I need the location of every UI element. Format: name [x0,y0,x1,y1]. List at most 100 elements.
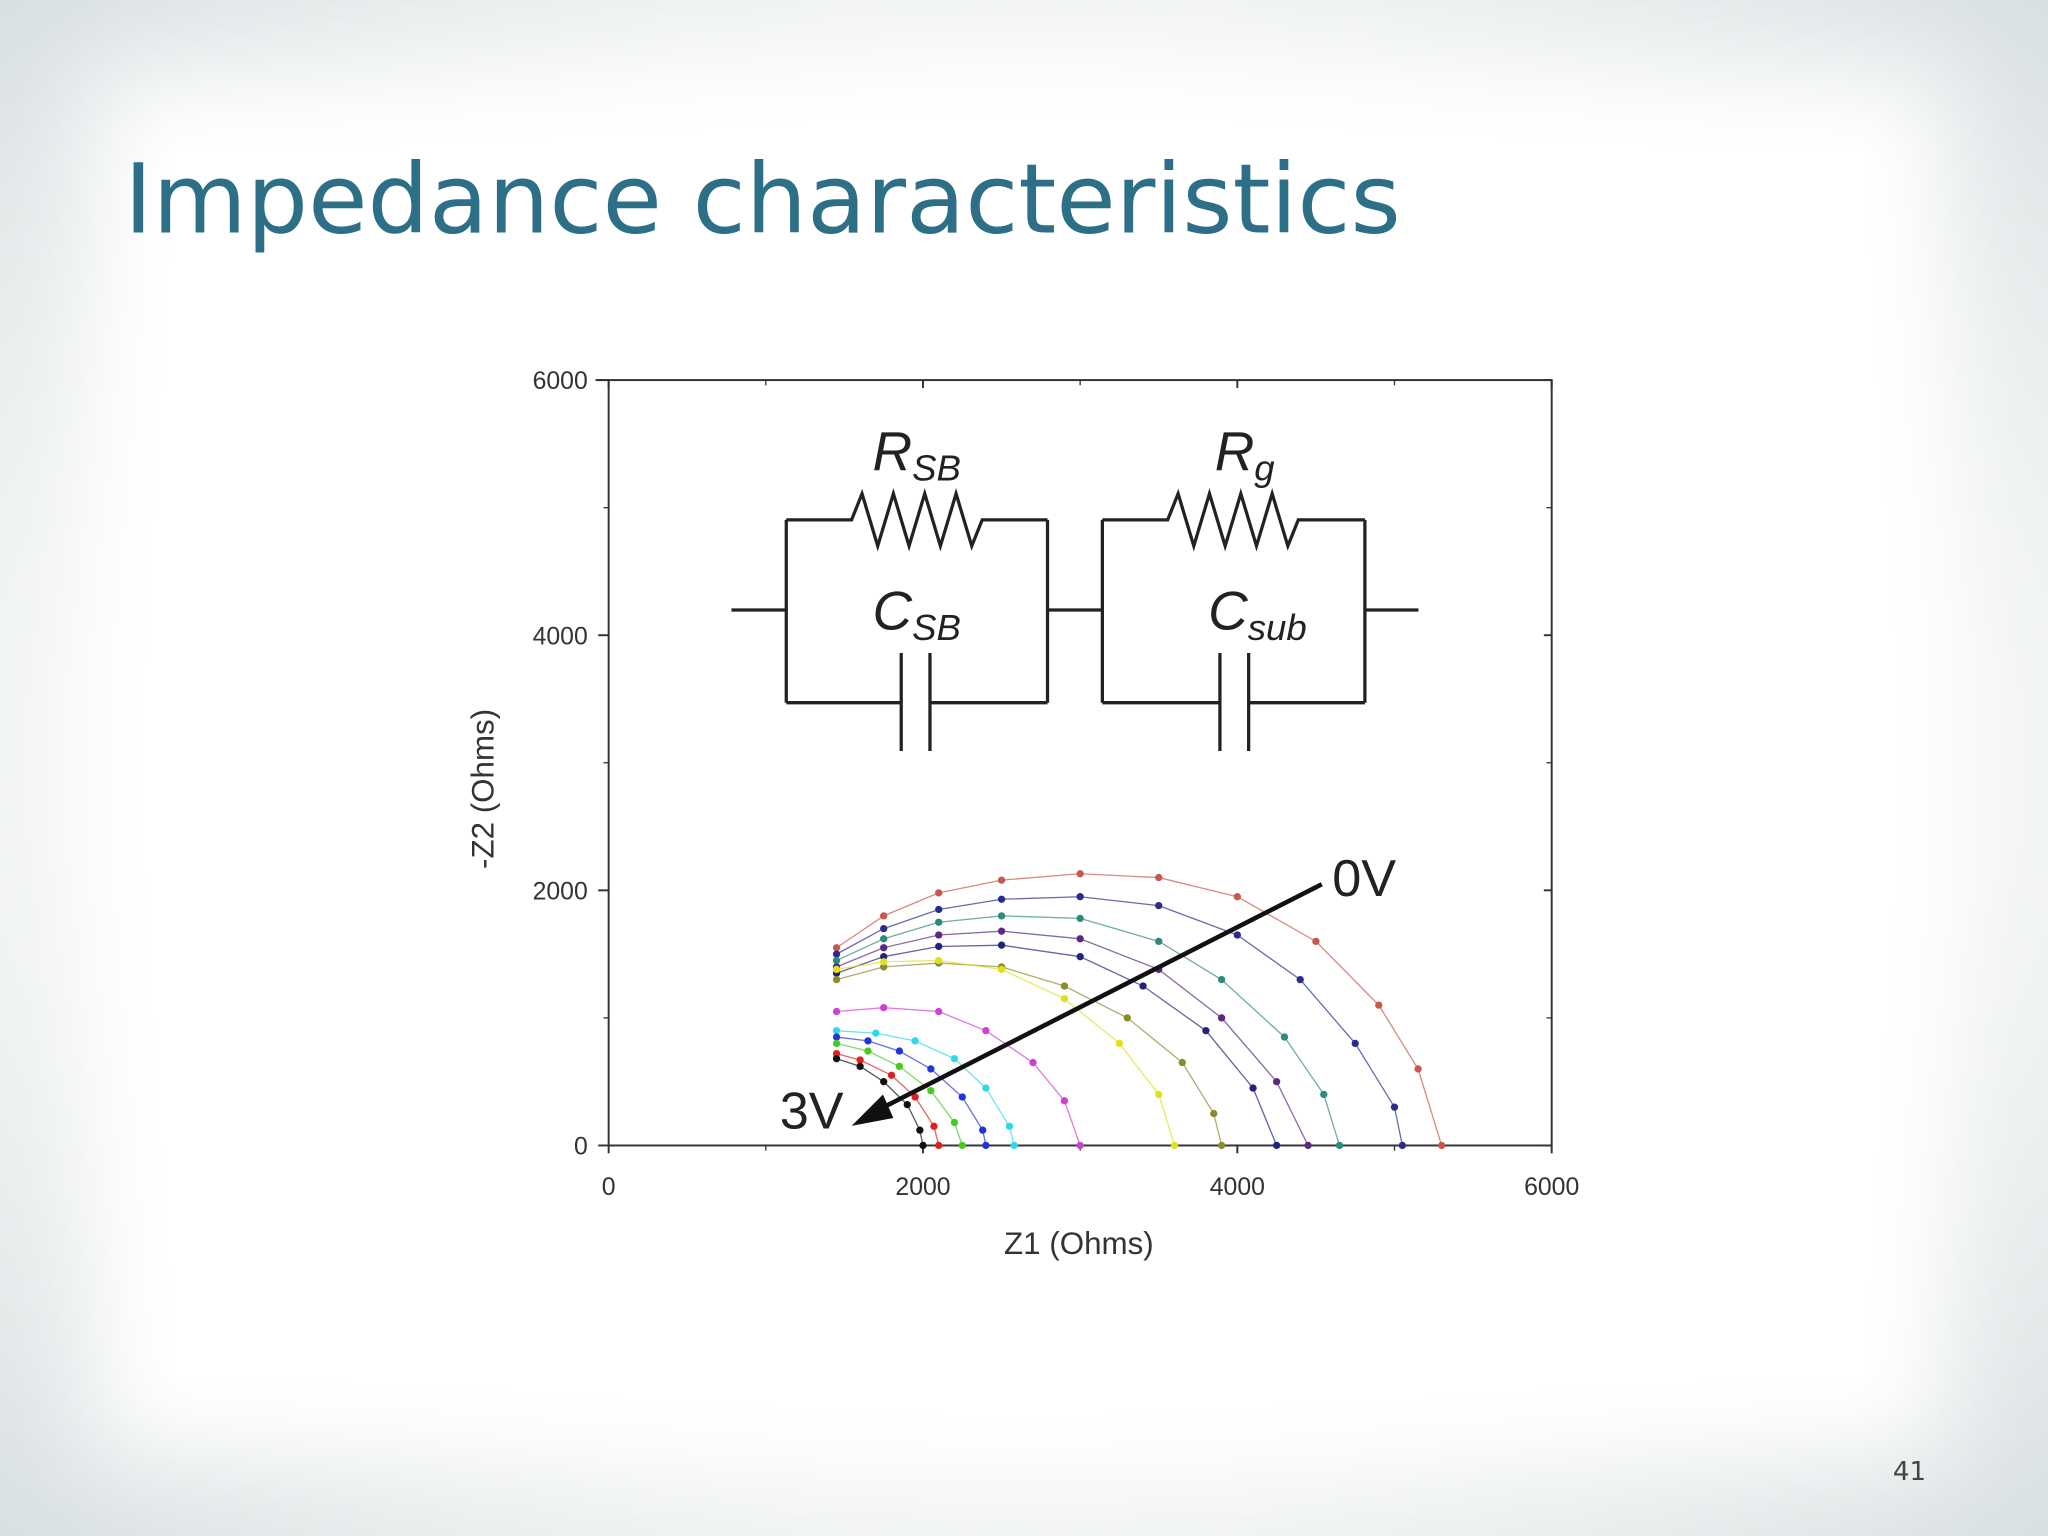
data-point [935,889,943,897]
data-point [935,1141,943,1150]
data-point [1139,982,1147,990]
data-point [950,1055,959,1063]
data-point [880,912,888,920]
data-point [880,963,888,971]
data-point [1233,893,1241,901]
series-line [836,873,1443,1146]
data-point [997,912,1006,920]
arrow [871,882,1323,1115]
data-point [982,1027,990,1035]
data-point [1437,1141,1446,1150]
data-point [1076,914,1084,923]
data-point [832,1055,841,1063]
data-point [1217,1141,1226,1150]
series-line [836,896,1404,1146]
data-point [982,1141,990,1150]
data-point [1249,1084,1257,1092]
circuit-label: Rg [1215,420,1276,488]
data-point [1115,1039,1124,1048]
x-tick-label: 2000 [895,1174,950,1201]
data-point [1076,935,1084,943]
data-point [1272,1078,1281,1086]
data-point [1272,1141,1281,1150]
annotation: 3V [780,1082,844,1140]
data-point [1233,931,1241,939]
data-point [950,1118,959,1127]
data-point [832,965,841,974]
data-point [1398,1141,1407,1150]
series-line [836,959,1176,1146]
page-number: 41 [1893,1457,1926,1487]
data-point [832,950,841,958]
circuit-symbol: R [1215,420,1255,482]
data-point [927,1086,935,1095]
data-point [856,1056,864,1064]
data-point [997,895,1006,903]
data-point [1060,982,1069,990]
data-point [982,1084,990,1092]
data-point [1296,975,1304,984]
circuit-label: RSB [872,420,960,488]
data-point [880,958,888,966]
data-point [864,1037,872,1045]
data-point [895,1047,904,1055]
data-point [1076,870,1084,878]
annotation: 0V [1332,850,1396,908]
data-point [832,944,841,952]
series-line [836,1007,1081,1146]
data-point [935,956,943,965]
data-point [1217,1014,1226,1022]
data-point [832,1007,841,1016]
data-point [997,927,1006,935]
data-point [1335,1141,1344,1150]
data-point [1202,1027,1210,1035]
data-point [1076,953,1084,961]
data-point [916,1126,924,1134]
data-point [903,1100,911,1109]
series-line [836,962,1223,1146]
circuit-symbol: R [872,420,912,482]
data-point [856,1062,864,1071]
data-point [997,876,1006,884]
circuit-label: CSB [872,580,960,648]
data-point [1155,1090,1163,1099]
data-point [1076,893,1084,901]
data-point [1304,1141,1312,1150]
x-tick-label: 6000 [1524,1174,1579,1201]
data-point [880,1078,888,1086]
data-point [887,1071,896,1079]
data-point [1351,1039,1359,1048]
data-point [880,944,888,952]
data-point [1320,1090,1328,1099]
data-point [1005,1122,1014,1130]
data-point [935,942,943,951]
series-line [836,930,1309,1146]
data-point [895,1062,904,1071]
data-point [880,935,888,943]
data-point [864,1047,872,1055]
circuit-subscript: SB [912,448,961,489]
data-point [935,918,943,926]
data-point [832,1039,841,1048]
series-line [836,1052,940,1146]
data-point [935,931,943,939]
data-point [1217,975,1226,984]
y-tick-label: 0 [574,1134,588,1161]
series-line [836,915,1341,1146]
circuit-symbol: C [872,580,912,642]
circuit-subscript: SB [912,607,961,648]
data-point [930,1122,938,1130]
data-point [1178,1058,1186,1067]
data-point [832,1027,841,1035]
data-point [832,975,841,984]
circuit-label: Csub [1208,580,1307,648]
data-point [1170,1141,1179,1150]
data-point [1060,995,1069,1003]
data-point [1280,1033,1289,1041]
y-tick-label: 6000 [533,368,588,395]
data-point [1155,873,1163,882]
data-point [832,1049,841,1058]
